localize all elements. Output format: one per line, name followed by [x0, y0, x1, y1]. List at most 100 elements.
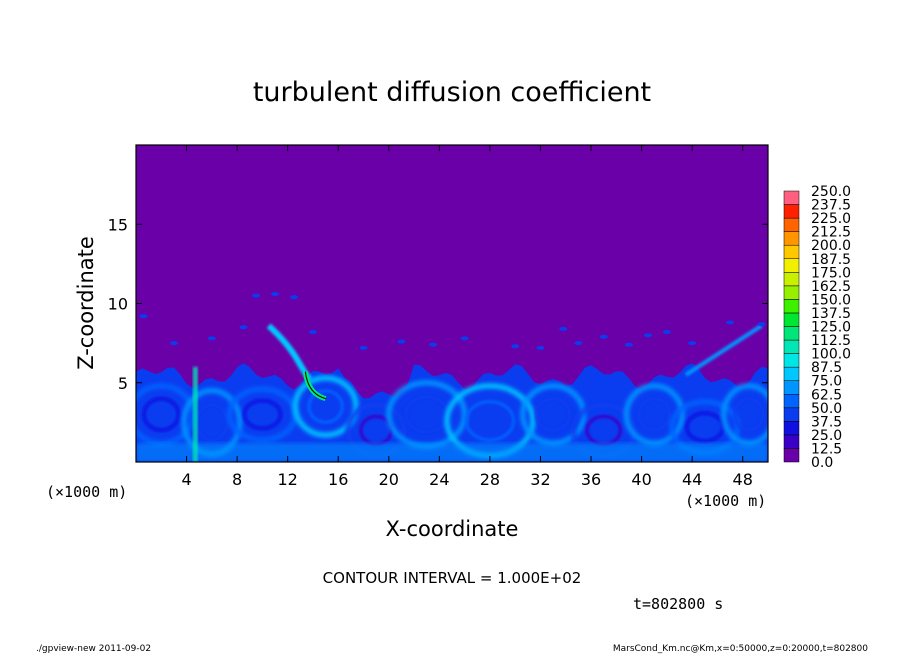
surface-band: [136, 442, 768, 462]
colorbar-swatch: [783, 366, 800, 381]
colorbar-swatch: [783, 448, 800, 463]
colorbar-label: 212.5: [811, 225, 851, 241]
patch: [574, 341, 583, 346]
heatmap-field: [136, 291, 768, 462]
patch: [271, 291, 280, 296]
colorbar-label: 200.0: [811, 238, 851, 254]
eddy-inner: [464, 400, 516, 442]
colorbar-swatch: [783, 434, 800, 449]
y-tick-label: 15: [108, 215, 128, 234]
x-tick-label: 32: [530, 470, 550, 489]
colorbar-label: 37.5: [811, 414, 842, 430]
x-tick-label: 8: [232, 470, 242, 489]
eddy-inner: [637, 397, 672, 432]
colorbar-label: 50.0: [811, 401, 842, 417]
patch: [290, 295, 298, 300]
y-tick-label: 10: [108, 295, 128, 314]
colorbar-label: 0.0: [811, 455, 833, 471]
eddy-inner: [142, 397, 181, 432]
colorbar-label: 12.5: [811, 441, 842, 457]
patch: [599, 334, 608, 339]
mixed-layer: [136, 363, 768, 462]
colorbar-label: 250.0: [811, 184, 851, 200]
patch: [536, 345, 545, 350]
patch: [169, 341, 178, 346]
colorbar-swatch: [783, 244, 800, 259]
x-axis: 4 8 12 16 20 24 28 32 36 40 44 48: [181, 145, 753, 489]
colorbar-label: 225.0: [811, 211, 851, 227]
colorbar-swatch: [783, 380, 800, 395]
x-unit-label-left: (×1000 m): [46, 483, 127, 501]
contour-interval-label: CONTOUR INTERVAL = 1.000E+02: [323, 569, 582, 587]
x-tick-label: 44: [682, 470, 702, 489]
colorbar-swatch: [783, 421, 800, 436]
colorbar-label: 150.0: [811, 292, 851, 308]
x-axis-label: X-coordinate: [386, 517, 519, 541]
colorbar-label: 162.5: [811, 279, 851, 295]
colorbar-label: 137.5: [811, 306, 851, 322]
footer-right: MarsCond_Km.nc@Km,x=0:50000,z=0:20000,t=…: [613, 644, 868, 654]
colorbar-label: 237.5: [811, 198, 851, 214]
colorbar-swatch: [783, 217, 800, 232]
y-axis-label: Z-coordinate: [74, 236, 98, 370]
colorbar-swatch: [783, 312, 800, 327]
eddy-inner: [307, 389, 344, 424]
patch: [662, 330, 671, 335]
patch: [624, 342, 633, 347]
colorbar-label: 125.0: [811, 320, 851, 336]
chart-title: turbulent diffusion coefficient: [253, 77, 651, 108]
colorbar-swatch: [783, 407, 800, 422]
x-tick-label: 40: [631, 470, 651, 489]
eddy-inner: [242, 399, 282, 430]
patch: [688, 341, 697, 346]
colorbar-swatch: [783, 339, 800, 354]
y-axis: 5 10 15: [108, 215, 768, 393]
patch: [643, 333, 652, 338]
patch: [252, 293, 261, 298]
patch: [397, 339, 406, 344]
colorbar-swatch: [783, 272, 800, 287]
x-unit-label-right: (×1000 m): [685, 492, 766, 510]
patch: [308, 330, 317, 335]
patch: [460, 336, 469, 341]
colorbar-label: 175.0: [811, 265, 851, 281]
colorbar-label: 100.0: [811, 347, 851, 363]
colorbar-label: 187.5: [811, 252, 851, 268]
colorbar-label: 62.5: [811, 387, 842, 403]
x-tick-label: 36: [581, 470, 601, 489]
colorbar-swatch: [783, 326, 800, 341]
x-tick-label: 20: [379, 470, 399, 489]
x-tick-label: 24: [429, 470, 449, 489]
patch: [239, 325, 248, 330]
colorbar-swatch: [783, 258, 800, 273]
colorbar-swatch: [783, 231, 800, 246]
x-tick-label: 4: [181, 470, 191, 489]
patch: [511, 344, 520, 349]
x-tick-label: 16: [328, 470, 348, 489]
filament-right: [684, 324, 763, 377]
contour-line: [304, 371, 326, 400]
colorbar-swatch: [783, 353, 800, 368]
x-tick-label: 48: [733, 470, 753, 489]
patch: [757, 322, 766, 327]
colorbar: 0.012.525.037.550.062.575.087.5100.0112.…: [783, 184, 851, 471]
time-label: t=802800 s: [633, 595, 723, 613]
colorbar-label: 112.5: [811, 333, 851, 349]
eddy-inner: [733, 397, 765, 432]
colorbar-swatch: [783, 299, 800, 314]
patch: [726, 320, 735, 325]
patch: [359, 345, 368, 350]
colorbar-swatch: [783, 204, 800, 219]
patch: [559, 326, 568, 331]
colorbar-label: 87.5: [811, 360, 842, 376]
patch: [429, 342, 438, 347]
patch: [207, 336, 216, 341]
y-tick-label: 5: [118, 374, 128, 393]
plume: [192, 366, 198, 462]
colorbar-swatch: [783, 394, 800, 409]
eddy: [292, 375, 359, 438]
footer-left: ./gpview-new 2011-09-02: [36, 644, 151, 654]
colorbar-swatch: [783, 285, 800, 300]
